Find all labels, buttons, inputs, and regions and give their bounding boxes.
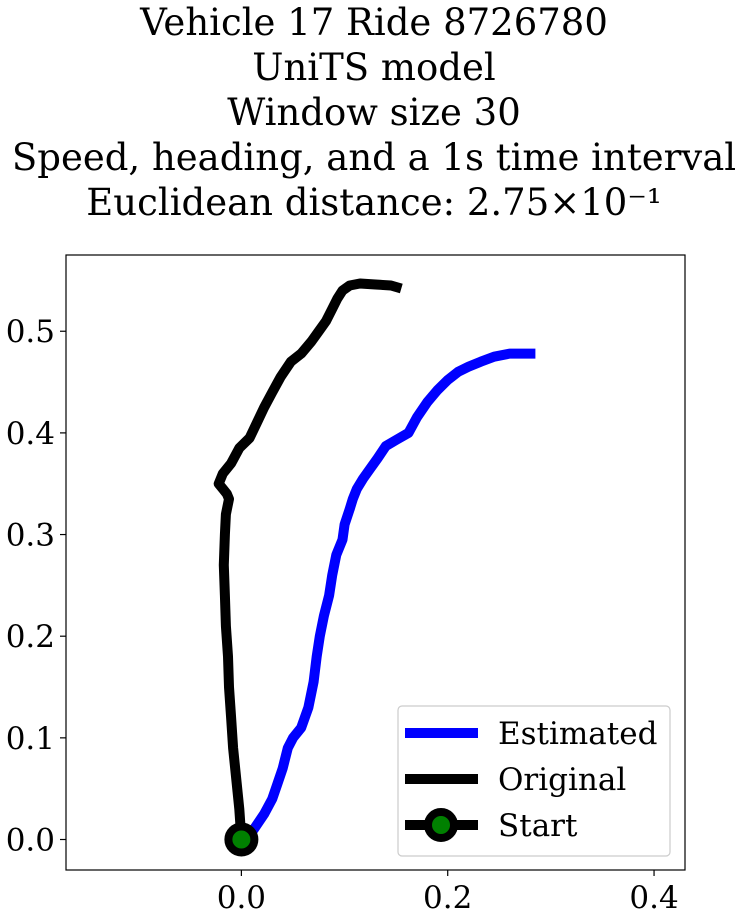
legend-entry-start: Start [405,808,578,844]
legend-entry-estimated: Estimated [405,716,657,752]
legend-label: Estimated [498,716,657,752]
y-tick-label: 0.1 [6,721,55,757]
chart-title: Vehicle 17 Ride 8726780 UniTS model Wind… [0,0,748,225]
legend-entry-original: Original [405,762,626,798]
title-line-4: Speed, heading, and a 1s time interval [11,136,737,179]
legend-label: Start [498,808,578,844]
plot-frame [65,254,686,871]
series-layer [213,278,536,857]
y-tick-label: 0.0 [6,823,55,859]
y-tick-label: 0.4 [6,416,55,452]
y-axis: 0.0 0.1 0.2 0.3 0.4 0.5 [6,314,66,859]
series-line-original [213,278,403,840]
y-tick-label: 0.2 [6,619,55,655]
series-line-estimated [238,348,536,844]
title-line-2: UniTS model [252,46,496,89]
plot-area: 0.0 0.2 0.4 0.0 0.1 0.2 0.3 0.4 0.5 [6,254,686,916]
x-axis: 0.0 0.2 0.4 [217,870,679,916]
x-tick-label: 0.4 [629,880,678,916]
title-line-5: Euclidean distance: 2.75×10⁻¹ [86,181,662,224]
start-marker [224,822,259,857]
x-tick-label: 0.0 [217,880,266,916]
y-tick-label: 0.5 [6,314,55,350]
y-tick-label: 0.3 [6,518,55,554]
legend-start-marker [424,808,458,842]
title-line-3: Window size 30 [227,91,521,134]
legend-label: Original [498,762,626,798]
x-tick-label: 0.2 [423,880,472,916]
legend: Estimated Original Start [397,705,671,857]
legend-box [397,705,671,857]
title-line-1: Vehicle 17 Ride 8726780 [140,1,608,44]
